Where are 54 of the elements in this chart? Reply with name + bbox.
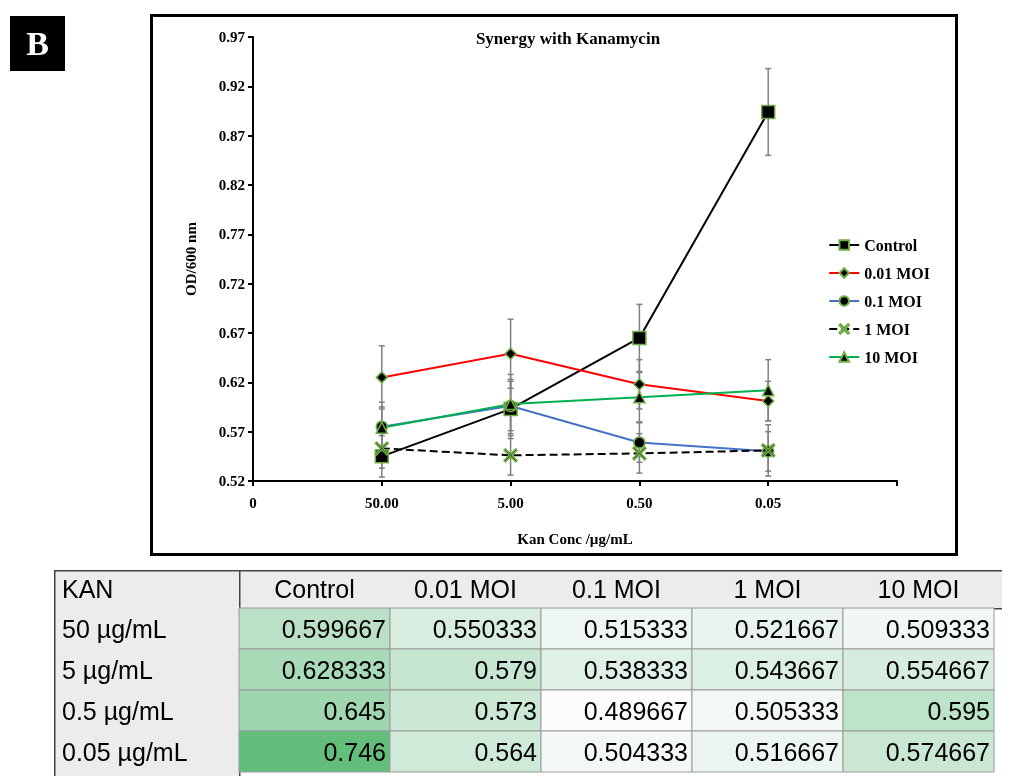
data-label: 0.509333 (885, 614, 990, 643)
y-tick-label: 0.05 µg/mL (62, 737, 188, 766)
y-tick-label: 0.77 (218, 226, 246, 243)
x-tick-label: 50.00 (364, 494, 399, 511)
data-label: 0.505333 (734, 696, 839, 725)
x-tick-label: 5.00 (497, 494, 524, 511)
y-tick-label: 0.87 (218, 127, 246, 144)
data-label: 0.489667 (583, 696, 688, 725)
data-label: 0.515333 (583, 614, 688, 643)
y-tick-label: 0.82 (218, 177, 245, 193)
y-tick-label: 50 µg/mL (62, 614, 167, 643)
data-label: 0.573 (474, 696, 537, 725)
y-tick-label: 0.57 (218, 423, 246, 440)
y-tick-label: 0.67 (218, 325, 246, 341)
y-tick-label: 0.72 (218, 275, 245, 292)
x-tick-label: Control (274, 574, 355, 603)
x-axis-title: Kan Conc /µg/mL (517, 530, 633, 547)
data-label: 0.516667 (734, 737, 839, 766)
y-tick-label: 0.52 (218, 473, 245, 489)
x-tick-label: 0.01 MOI (414, 574, 517, 603)
legend-label: 1 MOI (864, 320, 911, 338)
x-tick-label: 0.50 (626, 494, 653, 511)
x-tick-label: 0.1 MOI (572, 574, 661, 603)
data-label: 0.521667 (734, 614, 839, 643)
x-tick-label: 1 MOI (733, 574, 802, 603)
chart-title: Synergy with Kanamycin (475, 29, 661, 48)
legend-label: 10 MOI (864, 348, 919, 366)
x-tick-label: 0.05 (755, 494, 782, 511)
x-tick-label: 10 MOI (877, 574, 960, 603)
data-label: 0.564 (474, 737, 538, 766)
y-axis-title: KAN (62, 574, 114, 603)
y-tick-label: 0.5 µg/mL (62, 696, 174, 725)
y-axis-title: OD/600 nm (182, 221, 199, 296)
y-tick-label: 0.97 (218, 29, 246, 45)
data-label: 0.645 (323, 696, 386, 725)
text: B (10, 16, 65, 71)
data-label: 0.543667 (734, 655, 839, 684)
data-label: 0.504333 (583, 737, 688, 766)
legend-label: 0.1 MOI (864, 292, 923, 310)
data-label: 0.574667 (885, 737, 990, 766)
y-tick-label: 0.92 (218, 78, 245, 95)
data-label: 0.579 (474, 655, 537, 684)
data-label: 0.595 (927, 696, 990, 725)
y-tick-label: 5 µg/mL (62, 655, 153, 684)
data-label: 0.599667 (281, 614, 386, 643)
legend-label: Control (864, 236, 918, 254)
y-tick-label: 0.62 (218, 374, 245, 391)
data-label: 0.628333 (281, 655, 386, 684)
legend-label: 0.01 MOI (864, 264, 931, 282)
data-label: 0.538333 (583, 655, 688, 684)
data-label: 0.554667 (885, 655, 990, 684)
data-label: 0.746 (323, 737, 386, 766)
x-tick-label: 0 (249, 494, 257, 511)
data-label: 0.550333 (432, 614, 537, 643)
